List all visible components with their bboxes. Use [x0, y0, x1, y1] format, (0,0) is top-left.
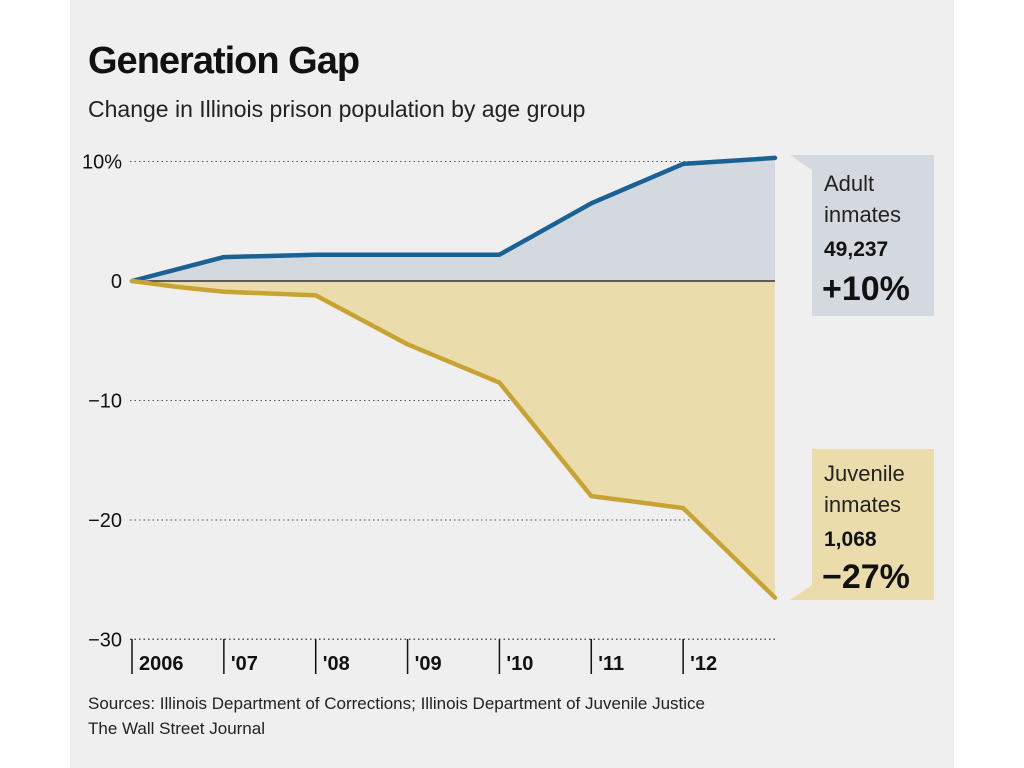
- x-tick-label: '12: [690, 653, 717, 675]
- x-tick-label: '08: [323, 653, 350, 675]
- credit-note: The Wall Street Journal: [88, 719, 265, 738]
- x-tick-label: '09: [415, 653, 442, 675]
- sources-note: Sources: Illinois Department of Correcti…: [88, 694, 705, 713]
- juvenile-callout-pct: −27%: [822, 558, 910, 596]
- adult-callout-box: [812, 155, 934, 316]
- adult-callout-label-2: inmates: [824, 202, 901, 227]
- juvenile-callout-count: 1,068: [824, 528, 877, 551]
- adult-callout-pointer: [790, 155, 812, 170]
- adult-callout-count: 49,237: [824, 238, 888, 261]
- juvenile-callout-label-1: Juvenile: [824, 461, 905, 486]
- chart-title: Generation Gap: [88, 40, 360, 82]
- y-tick-label: −20: [88, 510, 122, 532]
- x-tick-label: '10: [506, 653, 533, 675]
- adult-area: [132, 157, 775, 281]
- chart-subtitle: Change in Illinois prison population by …: [88, 96, 586, 122]
- y-tick-label: 10%: [82, 152, 122, 174]
- juvenile-callout-box: [812, 449, 934, 600]
- juvenile-callout-pointer: [790, 585, 812, 600]
- y-tick-label: 0: [111, 271, 122, 293]
- y-tick-label: −30: [88, 630, 122, 652]
- juvenile-series-line: [129, 278, 778, 600]
- juvenile-callout-label-2: inmates: [824, 492, 901, 517]
- x-tick-label: '07: [231, 653, 258, 675]
- juvenile-area: [132, 281, 775, 598]
- adult-callout-pct: +10%: [822, 270, 910, 308]
- x-tick-label: 2006: [139, 653, 184, 675]
- adult-series-line: [129, 155, 778, 284]
- adult-callout-label-1: Adult: [824, 171, 874, 196]
- x-tick-label: '11: [598, 653, 624, 675]
- y-tick-label: −10: [88, 391, 122, 413]
